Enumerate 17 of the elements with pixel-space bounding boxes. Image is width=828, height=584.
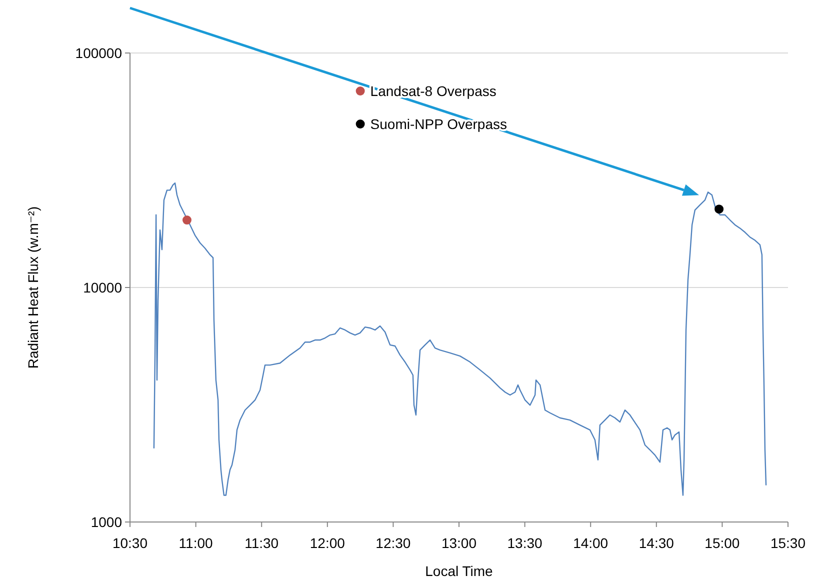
x-tick-label: 14:30 [638, 535, 674, 551]
y-tick-label: 100000 [75, 44, 122, 61]
x-tick-label: 13:30 [507, 535, 543, 551]
y-axis-title: Radiant Heat Flux (w.m⁻²) [25, 206, 41, 369]
x-axis-title: Local Time [425, 563, 494, 579]
x-tick-label: 11:30 [244, 535, 279, 551]
x-tick-label: 11:00 [178, 535, 214, 551]
x-tick-label: 12:00 [310, 535, 346, 551]
y-tick-label: 1000 [90, 514, 122, 530]
line-series [153, 182, 767, 496]
y-tick-label: 10000 [83, 279, 122, 296]
x-tick-label: 10:30 [112, 535, 148, 551]
x-tick-label: 14:00 [573, 535, 608, 551]
x-tick-label: 13:00 [441, 535, 477, 551]
x-tick-label: 15:00 [704, 535, 740, 551]
x-tick-label: 12:30 [376, 535, 411, 551]
x-tick-label: 15:30 [770, 535, 806, 551]
